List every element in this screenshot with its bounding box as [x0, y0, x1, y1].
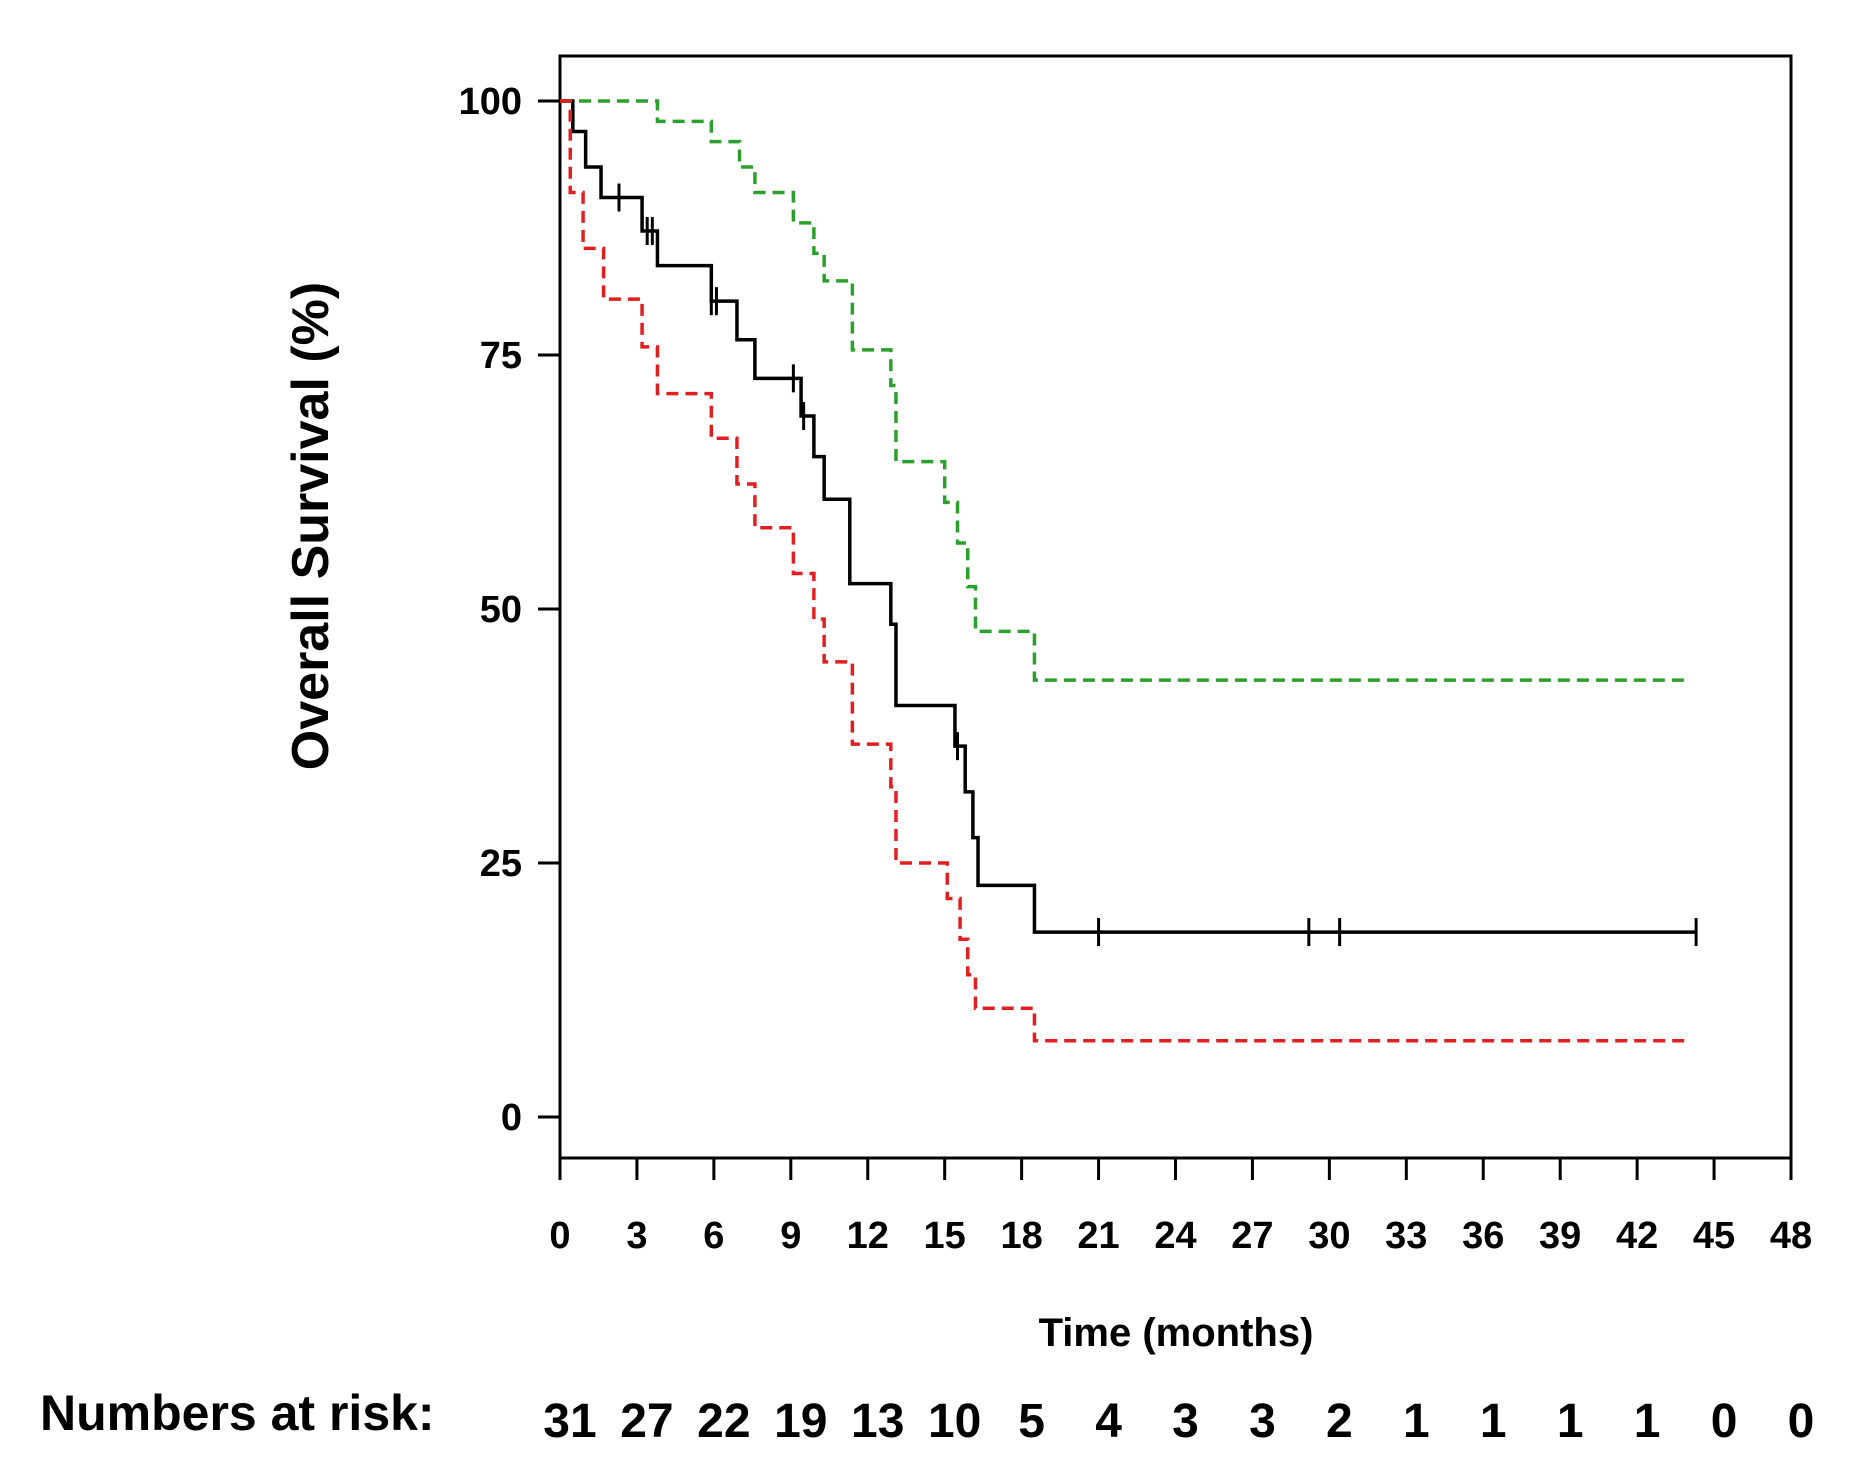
risk-count-7: 4 — [1095, 1395, 1122, 1448]
risk-count-6: 5 — [1018, 1395, 1045, 1448]
numbers-at-risk-title: Numbers at risk: — [40, 1385, 435, 1441]
curve-green-dashed — [560, 99, 1686, 682]
risk-count-5: 10 — [928, 1395, 981, 1448]
risk-count-16: 0 — [1788, 1395, 1815, 1448]
x-tick-label-48: 48 — [1770, 1215, 1812, 1257]
risk-count-14: 1 — [1634, 1395, 1661, 1448]
x-tick-label-6: 6 — [703, 1215, 724, 1257]
risk-count-3: 19 — [774, 1395, 827, 1448]
y-tick-label-0: 0 — [501, 1097, 522, 1139]
y-tick-label-100: 100 — [459, 81, 522, 123]
x-tick-label-12: 12 — [847, 1215, 889, 1257]
x-tick-label-27: 27 — [1231, 1215, 1273, 1257]
y-tick-label-50: 50 — [480, 589, 522, 631]
x-tick-label-42: 42 — [1616, 1215, 1658, 1257]
risk-count-11: 1 — [1403, 1395, 1430, 1448]
risk-count-10: 2 — [1326, 1395, 1353, 1448]
x-axis-label: Time (months) — [1039, 1311, 1314, 1355]
survival-curves — [560, 99, 1698, 1043]
risk-count-0: 31 — [543, 1395, 596, 1448]
risk-count-8: 3 — [1172, 1395, 1199, 1448]
y-axis-label: Overall Survival (%) — [282, 282, 340, 770]
curve-black-solid — [560, 99, 1697, 934]
numbers-at-risk-row: 31 27 22 19 13 10 5 4 3 3 2 1 1 1 1 0 0 — [543, 1395, 1814, 1448]
x-tick-label-36: 36 — [1462, 1215, 1504, 1257]
risk-count-2: 22 — [697, 1395, 750, 1448]
y-axis: 0 25 50 75 100 — [459, 81, 560, 1139]
curve-red-dashed — [560, 99, 1686, 1043]
x-tick-label-39: 39 — [1539, 1215, 1581, 1257]
x-tick-label-9: 9 — [780, 1215, 801, 1257]
x-axis: 0 3 6 9 12 15 18 21 24 27 30 33 36 39 42 45 48 — [549, 1158, 1812, 1257]
risk-count-4: 13 — [851, 1395, 904, 1448]
risk-count-9: 3 — [1249, 1395, 1276, 1448]
y-tick-label-75: 75 — [480, 335, 522, 377]
risk-count-12: 1 — [1480, 1395, 1507, 1448]
x-tick-label-18: 18 — [1000, 1215, 1042, 1257]
risk-count-13: 1 — [1557, 1395, 1584, 1448]
plot-frame — [558, 54, 1793, 1160]
y-tick-label-25: 25 — [480, 843, 522, 885]
x-tick-label-15: 15 — [924, 1215, 966, 1257]
x-tick-label-21: 21 — [1077, 1215, 1119, 1257]
risk-count-1: 27 — [620, 1395, 673, 1448]
x-tick-label-30: 30 — [1308, 1215, 1350, 1257]
x-tick-label-3: 3 — [626, 1215, 647, 1257]
risk-count-15: 0 — [1711, 1395, 1738, 1448]
x-tick-label-33: 33 — [1385, 1215, 1427, 1257]
x-tick-label-0: 0 — [549, 1215, 570, 1257]
x-tick-label-45: 45 — [1693, 1215, 1735, 1257]
x-tick-label-24: 24 — [1154, 1215, 1196, 1257]
